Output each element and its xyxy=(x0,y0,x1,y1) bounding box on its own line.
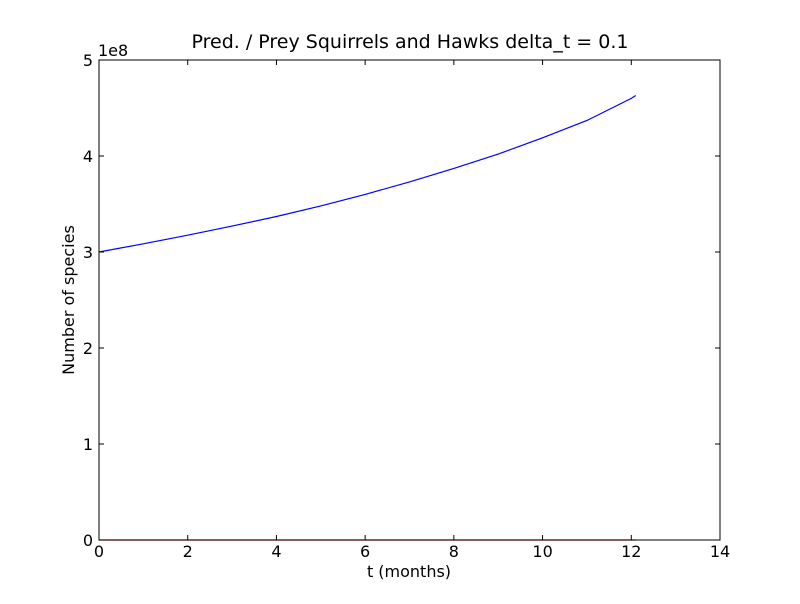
x-tick-label: 14 xyxy=(710,542,730,561)
x-tick-label: 8 xyxy=(449,542,459,561)
y-tick-label: 0 xyxy=(83,531,93,550)
x-tick-label: 2 xyxy=(183,542,193,561)
y-tick-label: 3 xyxy=(83,243,93,262)
series-line-0 xyxy=(98,95,637,253)
y-tick-label: 4 xyxy=(83,147,93,166)
x-axis-label: t (months) xyxy=(367,562,451,581)
y-tick-label: 5 xyxy=(83,51,93,70)
y-offset-label: 1e8 xyxy=(98,41,128,60)
x-tick-label: 12 xyxy=(621,542,641,561)
x-tick-label: 4 xyxy=(271,542,281,561)
plot-frame xyxy=(98,59,721,541)
x-tick-label: 6 xyxy=(360,542,370,561)
y-tick-label: 1 xyxy=(83,435,93,454)
y-axis-label: Number of species xyxy=(59,225,78,375)
y-tick-label: 2 xyxy=(83,339,93,358)
x-tick-label: 0 xyxy=(94,542,104,561)
x-tick-label: 10 xyxy=(532,542,552,561)
chart-title: Pred. / Prey Squirrels and Hawks delta_t… xyxy=(192,31,629,53)
